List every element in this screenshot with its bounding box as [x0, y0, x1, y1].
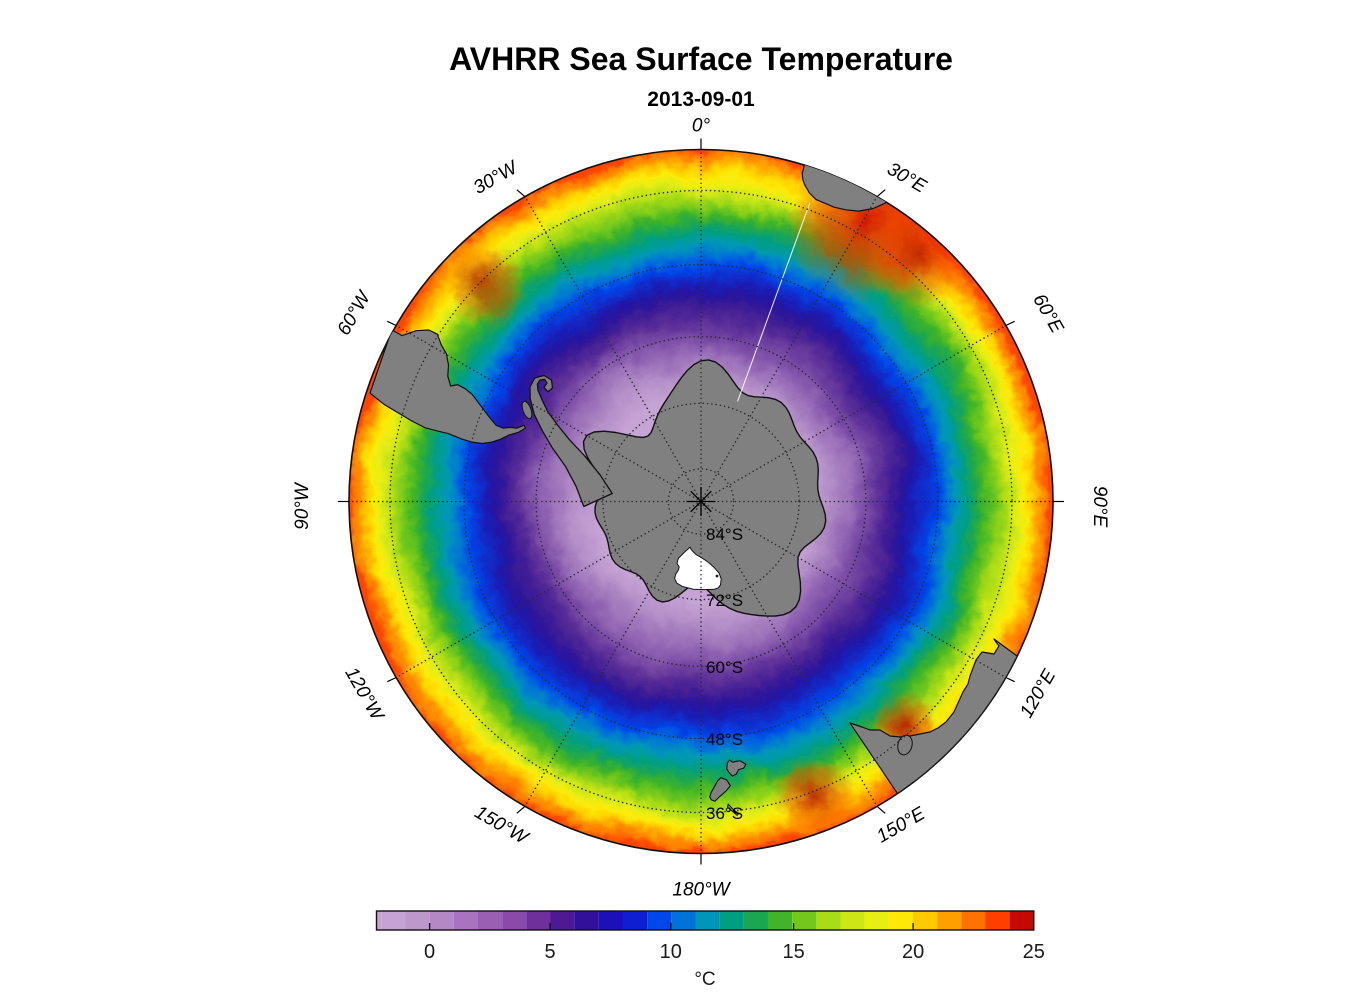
svg-text:48°S: 48°S [706, 730, 743, 749]
svg-text:5: 5 [545, 941, 556, 963]
svg-text:90°W: 90°W [292, 481, 313, 530]
svg-text:15: 15 [782, 941, 804, 963]
svg-text:72°S: 72°S [706, 591, 743, 610]
svg-text:84°S: 84°S [706, 525, 743, 544]
svg-text:°C: °C [694, 969, 715, 990]
svg-text:20: 20 [902, 941, 924, 963]
svg-text:10: 10 [660, 941, 682, 963]
svg-text:2013-09-01: 2013-09-01 [647, 88, 755, 111]
svg-text:AVHRR Sea Surface Temperature: AVHRR Sea Surface Temperature [449, 41, 953, 77]
svg-text:180°W: 180°W [672, 880, 731, 901]
svg-text:25: 25 [1023, 941, 1045, 963]
svg-text:0°: 0° [692, 116, 711, 137]
svg-text:36°S: 36°S [706, 804, 743, 823]
svg-text:60°S: 60°S [706, 658, 743, 677]
svg-text:90°E: 90°E [1089, 486, 1110, 528]
svg-text:0: 0 [424, 941, 435, 963]
